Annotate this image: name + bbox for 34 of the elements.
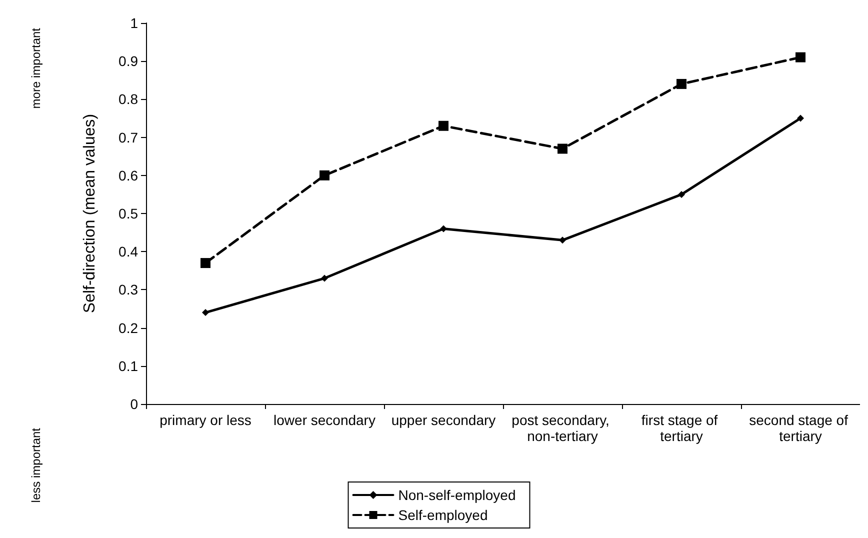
- point: [678, 190, 685, 198]
- x-tick-label: second stage of tertiary: [749, 412, 852, 444]
- y-tick-label: 0.1: [118, 358, 138, 374]
- point: [558, 144, 568, 154]
- x-tick-label: first stage of tertiary: [641, 412, 722, 444]
- point: [796, 52, 806, 62]
- point: [320, 170, 330, 180]
- point: [438, 120, 448, 131]
- point: [559, 236, 566, 244]
- y-tick-label: 0.7: [118, 129, 138, 146]
- y-tick-label: 0.8: [118, 91, 138, 108]
- x-tick-label: primary or less: [160, 412, 252, 428]
- text: more important: [29, 27, 43, 109]
- y-tick-label: 1: [130, 15, 138, 31]
- y-tick-label: 0.9: [118, 53, 138, 70]
- legend-label: Self-employed: [398, 507, 488, 523]
- point: [797, 114, 804, 122]
- point: [321, 274, 328, 282]
- x-tick-label: upper secondary: [391, 412, 496, 428]
- x-tick-label: lower secondary: [274, 412, 376, 428]
- y-axis-title: Self-direction (mean values): [82, 114, 98, 314]
- y-tick-label: 0.5: [118, 206, 138, 222]
- y-tick-label: 0.2: [118, 320, 138, 336]
- y-tick-label: 0.3: [118, 282, 138, 298]
- y-tick-label: 0.4: [118, 244, 138, 260]
- y-tick-label: 0: [130, 396, 138, 412]
- point: [202, 309, 209, 316]
- point: [200, 258, 210, 268]
- point: [440, 225, 447, 232]
- legend-label: Non-self-employed: [398, 487, 516, 503]
- point: [676, 78, 686, 89]
- y-tick-label: 0.6: [118, 167, 138, 184]
- x-tick-label: post secondary, non-tertiary: [512, 412, 614, 444]
- text: less important: [29, 427, 43, 503]
